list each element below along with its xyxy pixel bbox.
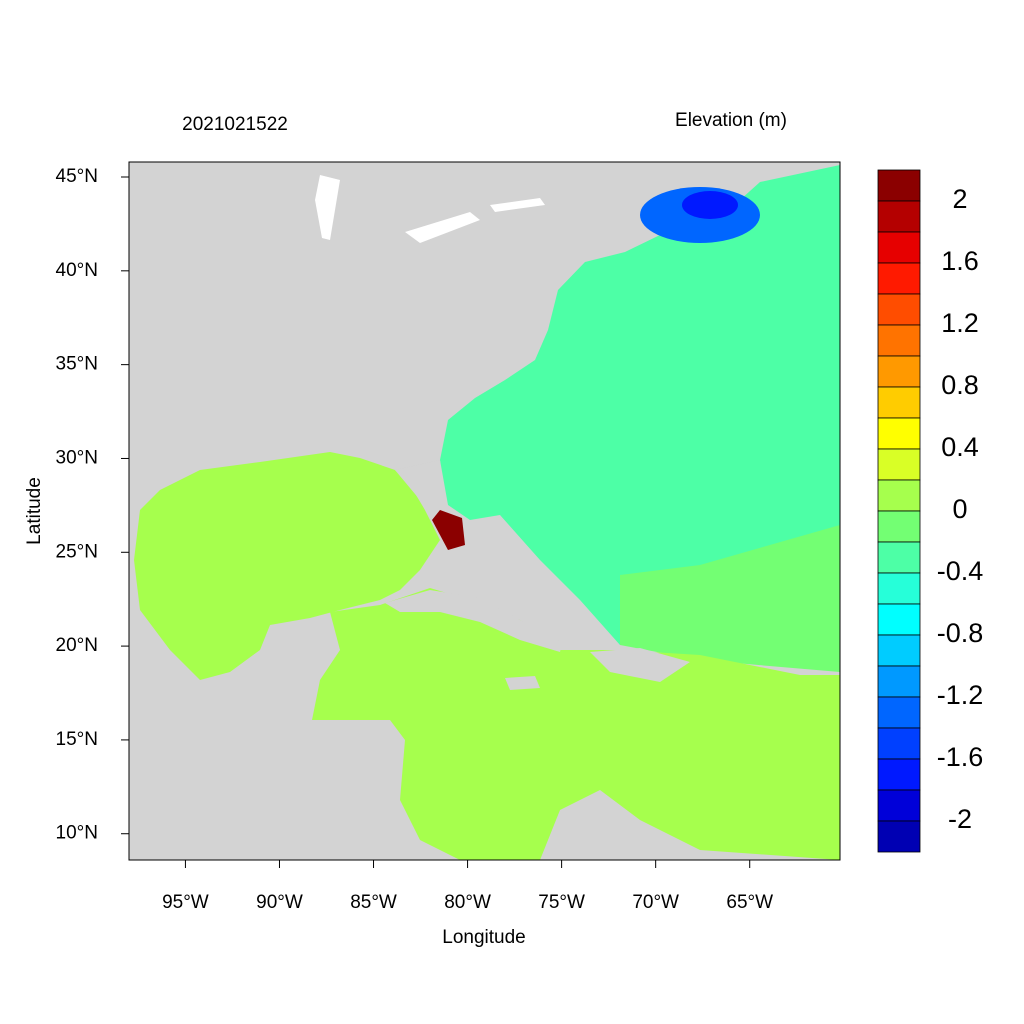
colorbar-box [877,665,921,698]
y-tick-label: 30°N [56,447,98,468]
great-lakes [490,198,545,212]
colorbar-box [877,169,921,202]
y-tick-label: 45°N [56,166,98,187]
colorbar-tick-label: 2 [952,184,967,214]
y-axis-label: Latitude [24,477,45,545]
colorbar-tick-label: -0.8 [937,618,984,648]
colorbar-box [877,820,921,853]
hispaniola [590,648,690,682]
colorbar-box [877,727,921,760]
chart-title: 2021021522 [182,114,288,135]
colorbar-tick-label: 0 [952,494,967,524]
x-tick-label: 85°W [350,892,397,913]
y-tick-label: 25°N [56,541,98,562]
colorbar-tick-label: -1.6 [937,742,984,772]
colorbar-box [877,634,921,667]
y-tick-label: 35°N [56,354,98,375]
colorbar-box [877,479,921,512]
colorbar-tick-label: 0.4 [941,432,979,462]
jamaica [505,676,540,690]
bay-of-fundy [682,191,738,219]
colorbar: 2 1.6 1.2 0.8 0.4 0 -0.4 -0.8 -1.2 -1.6 -2 [877,169,984,853]
colorbar-tick-label: -1.2 [937,680,984,710]
surge-florida [432,510,465,550]
x-tick-label: 70°W [632,892,679,913]
colorbar-tick-label: -2 [948,804,972,834]
y-tick-label: 15°N [56,729,98,750]
colorbar-box [877,293,921,326]
colorbar-box [877,417,921,450]
plot-frame [128,161,841,861]
y-tick-label: 20°N [56,635,98,656]
colorbar-box [877,541,921,574]
x-tick-label: 65°W [726,892,773,913]
colorbar-box [877,231,921,264]
gulf [134,452,440,680]
colorbar-box [877,200,921,233]
colorbar-title: Elevation (m) [675,110,787,131]
y-tick-label: 40°N [56,260,98,281]
caribbean [312,588,840,860]
colorbar-box [877,386,921,419]
x-tick-label: 95°W [162,892,209,913]
y-tick-label: 10°N [56,823,98,844]
colorbar-box [877,696,921,729]
colorbar-box [877,603,921,636]
colorbar-box [877,355,921,388]
atlantic [440,165,840,645]
colorbar-box [877,324,921,357]
cuba [385,590,562,652]
colorbar-tick-label: -0.4 [937,556,984,586]
colorbar-box [877,789,921,822]
colorbar-tick-label: 1.6 [941,246,979,276]
colorbar-tick-label: 0.8 [941,370,979,400]
colorbar-box [877,572,921,605]
x-tick-label: 90°W [256,892,303,913]
colorbar-box [877,510,921,543]
x-axis-label: Longitude [442,927,525,948]
colorbar-box [877,262,921,295]
great-lakes [315,175,340,240]
great-lakes [405,212,480,243]
x-tick-label: 75°W [538,892,585,913]
colorbar-box [877,448,921,481]
colorbar-tick-label: 1.2 [941,308,979,338]
x-tick-label: 80°W [444,892,491,913]
atlantic-south [620,525,840,672]
colorbar-box [877,758,921,791]
map-field [129,162,840,860]
